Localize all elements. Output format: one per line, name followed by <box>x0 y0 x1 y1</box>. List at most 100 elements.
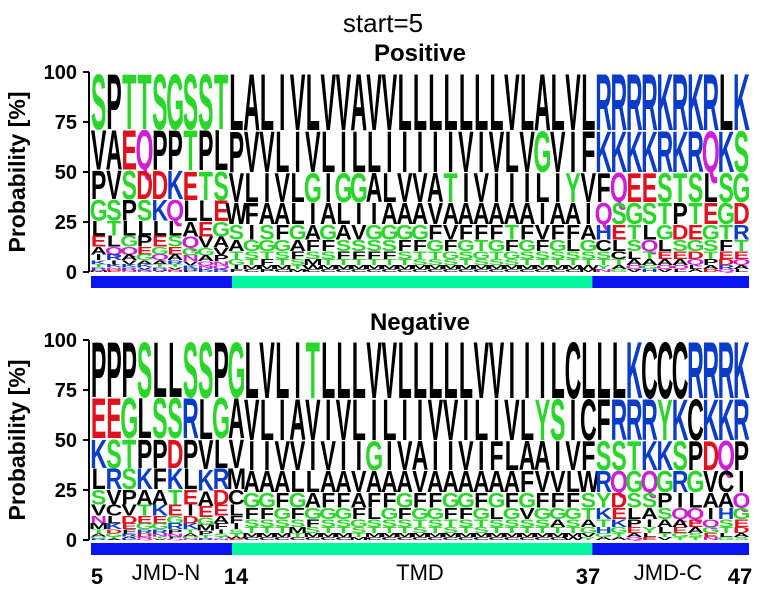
logo-letter: K <box>656 57 673 148</box>
logo-letter: A <box>289 389 306 453</box>
logo-letter: I <box>356 433 362 480</box>
logo-letter: T <box>535 257 550 266</box>
logo-letter: E <box>672 525 687 534</box>
logo-letter: C <box>427 536 444 541</box>
logo-letter: V <box>458 433 474 480</box>
logo-letter: Q <box>732 488 750 512</box>
logo-letter: G <box>487 237 505 254</box>
logo-letter: V <box>244 389 260 453</box>
logo-letter: E <box>703 197 718 231</box>
logo-letter: K <box>672 121 689 185</box>
logo-letter: F <box>398 237 412 254</box>
logo-letter: M <box>89 271 108 273</box>
logo-letter: T <box>489 525 504 534</box>
logo-letter: E <box>626 165 641 212</box>
logo-letter: L <box>551 325 565 416</box>
logo-letter: C <box>442 268 459 273</box>
logo-letter: V <box>550 121 566 185</box>
logo-letter: I <box>248 433 254 480</box>
logo-letter: S <box>137 327 152 415</box>
x-tick-tmd-start: 14 <box>224 564 249 589</box>
logo-letter: L <box>612 325 626 416</box>
logo-letter: G <box>334 505 352 522</box>
logo-letter: S <box>320 517 335 529</box>
logo-letter: C <box>243 268 260 273</box>
logo-letter: T <box>413 517 427 529</box>
logo-letter: I <box>401 121 407 185</box>
logo-letter: S <box>275 517 290 529</box>
logo-letter: V <box>122 502 137 519</box>
region-bar-tmd <box>232 543 593 555</box>
logo-letter: T <box>597 517 611 529</box>
logo-letter: L <box>688 488 702 512</box>
logo-letter: G <box>120 388 138 451</box>
logo-letter: S <box>122 462 137 495</box>
logo-letter: R <box>702 57 719 148</box>
logo-letter: D <box>167 432 184 478</box>
logo-letter: K <box>611 517 628 529</box>
logo-letter: A <box>335 220 352 244</box>
logo-letter: Q <box>120 245 138 257</box>
logo-letter: T <box>428 525 443 534</box>
logo-letter: G <box>686 237 704 254</box>
logo-letter: A <box>549 197 566 231</box>
logo-letter: L <box>352 325 366 416</box>
logo-letter: I <box>509 165 515 212</box>
logo-letter: M <box>502 532 521 539</box>
logo-letter: I <box>218 528 224 534</box>
logo-letter: V <box>428 197 444 231</box>
logo-letter: T <box>474 517 488 529</box>
logo-letter: F <box>382 488 396 512</box>
logo-letter: F <box>336 249 350 261</box>
logo-letter: I <box>294 325 300 416</box>
logo-letter: S <box>397 249 412 261</box>
logo-letter: F <box>459 505 473 522</box>
logo-letter: T <box>290 532 305 539</box>
logo-letter: L <box>306 465 320 499</box>
logo-letter: S <box>550 389 565 453</box>
logo-letter: T <box>642 249 656 261</box>
logo-letter: K <box>656 433 673 480</box>
logo-letter: T <box>137 58 151 146</box>
logo-letter: F <box>444 505 458 522</box>
logo-letter: G <box>717 536 735 541</box>
logo-letter: A <box>641 505 658 522</box>
logo-letter: F <box>153 462 167 495</box>
logo-letter: W <box>302 264 324 271</box>
logo-letter: D <box>611 488 628 512</box>
logo-letter: T <box>92 528 107 534</box>
logo-letter: G <box>258 237 276 254</box>
logo-letter: M <box>563 264 582 271</box>
logo-letter: M <box>502 264 521 271</box>
logo-letter: L <box>367 505 381 522</box>
logo-letter: V <box>473 325 489 416</box>
logo-letter: I <box>248 220 254 244</box>
logo-letter: R <box>136 528 153 534</box>
logo-letter: T <box>398 525 413 534</box>
logo-letter: L <box>566 237 580 254</box>
logo-letter: M <box>456 264 475 271</box>
logo-letter: G <box>258 488 276 512</box>
logo-letter: C <box>549 268 566 273</box>
logo-letter: P <box>106 58 121 146</box>
logo-letter: G <box>304 505 322 522</box>
logo-letter: C <box>106 502 123 519</box>
logo-letter: G <box>365 220 383 244</box>
logo-letter: L <box>275 325 289 416</box>
logo-letter: T <box>214 536 228 539</box>
y-tick-label: 100 <box>44 330 77 352</box>
logo-letter: F <box>489 220 503 244</box>
logo-letter: T <box>627 220 641 244</box>
logo-letter: R <box>213 270 230 272</box>
region-label-tmd: TMD <box>396 560 444 585</box>
logo-letter: A <box>151 485 168 509</box>
logo-letter: F <box>459 220 473 244</box>
logo-letter: M <box>395 264 414 271</box>
logo-letter: F <box>229 514 243 526</box>
y-tick-label: 25 <box>55 480 77 502</box>
logo-letter: R <box>641 57 658 148</box>
logo-letter: C <box>305 268 322 273</box>
logo-letter: L <box>245 165 259 212</box>
region-bar-jmd-c <box>592 276 749 288</box>
logo-letter: L <box>199 388 213 452</box>
